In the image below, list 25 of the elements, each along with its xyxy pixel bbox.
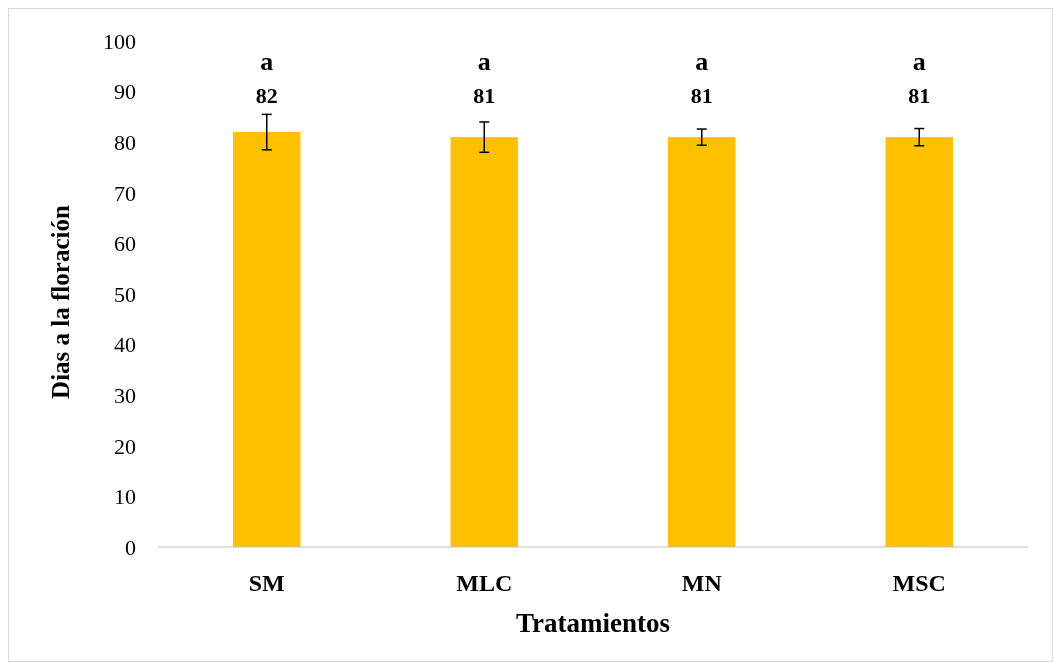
y-tick-label: 100	[103, 28, 136, 54]
x-tick-label: MLC	[456, 570, 513, 596]
data-label: 81	[690, 83, 713, 108]
y-tick-label: 20	[114, 433, 136, 459]
y-tick-label: 60	[114, 231, 136, 257]
x-tick-label: MN	[681, 570, 723, 596]
y-tick-label: 30	[114, 382, 136, 408]
y-tick-label: 40	[114, 332, 136, 358]
y-tick-label: 10	[114, 484, 136, 510]
data-label: 81	[473, 83, 496, 108]
annotation: a	[260, 47, 274, 76]
y-tick-label: 90	[114, 79, 136, 105]
data-label: 82	[255, 83, 278, 108]
annotation: a	[477, 47, 491, 76]
y-tick-label: 0	[125, 534, 136, 560]
y-tick-label: 50	[114, 281, 136, 307]
annotation: a	[695, 47, 709, 76]
x-tick-label: MSC	[892, 570, 946, 596]
y-tick-label: 70	[114, 180, 136, 206]
y-axis-title: Dias a la floración	[47, 205, 74, 399]
x-axis-title: Tratamientos	[516, 608, 670, 638]
x-tick-label: SM	[248, 570, 285, 596]
annotation: a	[912, 47, 926, 76]
y-tick-label: 80	[114, 129, 136, 155]
data-label: 81	[908, 83, 931, 108]
